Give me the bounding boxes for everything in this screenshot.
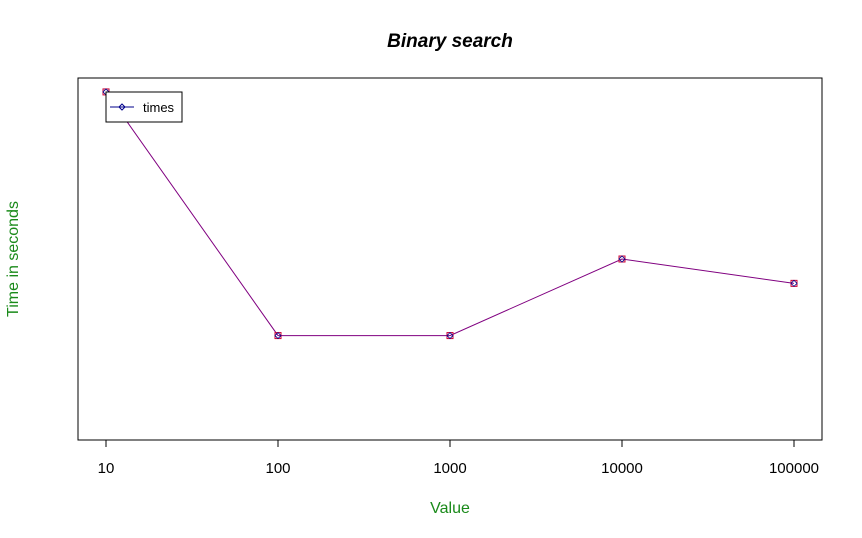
data-point-diamond: [446, 332, 454, 340]
chart-title: Binary search: [387, 31, 513, 52]
series-group: [102, 88, 798, 340]
legend-label: times: [143, 100, 175, 115]
data-point-diamond: [274, 332, 282, 340]
x-axis-label: Value: [430, 500, 470, 517]
y-axis-label: Time in seconds: [5, 201, 22, 317]
x-tick-label: 1000: [433, 460, 466, 477]
x-axis: 10 100 1000 10000 100000: [98, 440, 819, 477]
x-tick-label: 10000: [601, 460, 643, 477]
data-point-diamond: [790, 279, 798, 287]
data-point-diamond: [618, 255, 626, 263]
legend: times: [105, 91, 183, 123]
legend-box: [105, 91, 183, 123]
legend-marker-icon: [118, 103, 126, 111]
series-line: [105, 91, 795, 337]
x-tick-label: 10: [98, 460, 115, 477]
x-tick-label: 100: [265, 460, 290, 477]
x-tick-label: 100000: [769, 460, 819, 477]
plot-frame: [77, 77, 823, 441]
